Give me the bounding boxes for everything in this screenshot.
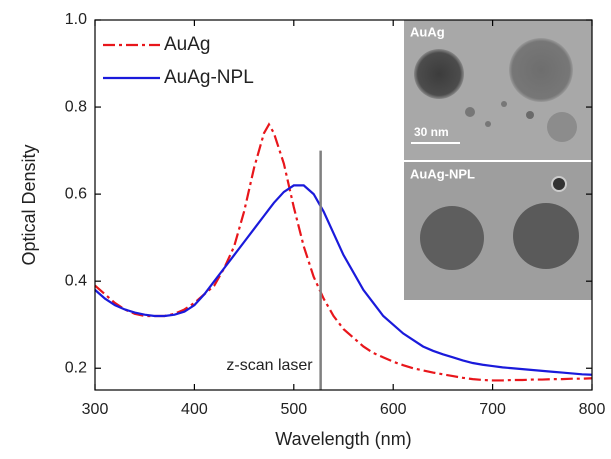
- particle: [485, 121, 491, 127]
- scale-label: 30 nm: [414, 125, 449, 139]
- particle: [420, 206, 484, 270]
- particle: [465, 107, 475, 117]
- annotation: z-scan laser: [226, 357, 313, 374]
- inset-label: AuAg: [410, 24, 445, 39]
- y-tick-label: 0.2: [65, 359, 87, 376]
- y-tick-label: 0.6: [65, 185, 87, 202]
- particle: [526, 111, 534, 119]
- x-tick-label: 700: [479, 401, 506, 418]
- x-tick-label: 500: [280, 401, 307, 418]
- x-tick-label: 800: [579, 401, 606, 418]
- particle: [547, 112, 577, 142]
- x-tick-label: 300: [82, 401, 109, 418]
- x-tick-label: 400: [181, 401, 208, 418]
- particle: [414, 49, 464, 99]
- x-tick-label: 600: [380, 401, 407, 418]
- x-axis-label: Wavelength (nm): [275, 429, 411, 449]
- y-axis-label: Optical Density: [19, 144, 39, 265]
- particle: [501, 101, 507, 107]
- y-tick-label: 1.0: [65, 11, 87, 28]
- particle: [552, 177, 566, 191]
- y-tick-label: 0.8: [65, 98, 87, 115]
- inset-label: AuAg-NPL: [410, 166, 475, 181]
- legend-label: AuAg-NPL: [164, 67, 254, 88]
- particle: [513, 203, 579, 269]
- particle: [509, 38, 573, 102]
- chart: 30 nm AuAg AuAg-NPL z-scan laser 0.2 0.4 0.…: [0, 0, 611, 454]
- inset: 30 nm AuAg AuAg-NPL: [404, 20, 592, 300]
- legend-label: AuAg: [164, 34, 210, 55]
- y-tick-label: 0.4: [65, 272, 87, 289]
